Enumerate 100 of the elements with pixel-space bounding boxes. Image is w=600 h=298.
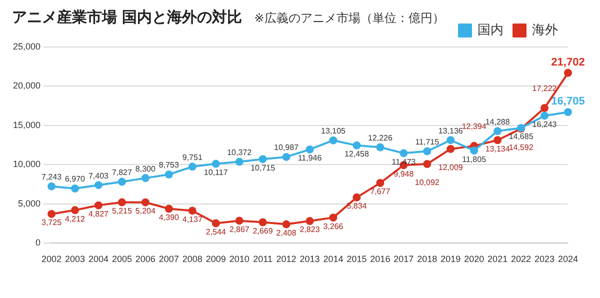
x-tick-label: 2008	[182, 254, 202, 264]
x-tick-label: 2022	[511, 254, 532, 264]
point	[212, 219, 220, 228]
chart-title: アニメ産業市場 国内と海外の対比	[12, 8, 242, 27]
point	[258, 155, 267, 164]
x-tick-label: 2016	[370, 254, 390, 264]
data-label: 11,805	[462, 154, 487, 164]
y-tick-label: 10,000	[12, 159, 41, 170]
data-label: 3,266	[323, 222, 344, 231]
x-tick-label: 2024	[558, 254, 578, 264]
point	[423, 147, 432, 156]
data-label: 8,300	[135, 164, 156, 174]
point	[141, 198, 150, 206]
point	[188, 162, 196, 171]
x-tick-label: 2007	[158, 254, 179, 264]
data-label: 10,117	[204, 168, 228, 178]
data-label: 4,827	[88, 210, 110, 219]
x-tick-label: 2021	[488, 254, 508, 264]
y-tick-label: 0	[36, 238, 41, 248]
data-label: 2,823	[300, 225, 320, 234]
point	[235, 158, 244, 166]
x-tick-label: 2003	[64, 254, 86, 264]
data-label: 12,226	[368, 133, 393, 142]
x-tick-label: 2012	[276, 254, 296, 264]
x-tick-label: 2013	[300, 254, 320, 264]
x-tick-label: 2023	[534, 254, 555, 264]
point	[118, 178, 126, 186]
point	[212, 160, 220, 168]
chart-subtitle: ※広義のアニメ市場（単位：億円）	[254, 10, 444, 27]
point	[564, 108, 572, 116]
x-tick-label: 2017	[394, 254, 414, 264]
point	[376, 178, 384, 187]
point	[48, 210, 56, 218]
data-label: 6,970	[64, 174, 86, 184]
data-label: 14,592	[508, 142, 534, 152]
data-label: 2,867	[229, 224, 250, 234]
point	[48, 182, 56, 190]
legend-label: 国内	[478, 22, 504, 38]
point	[188, 206, 196, 215]
data-label: 16,705	[551, 96, 585, 108]
point	[329, 214, 338, 222]
point	[118, 198, 126, 206]
data-label: 11,946	[298, 154, 322, 163]
data-label: 8,753	[158, 160, 180, 170]
point	[470, 146, 478, 155]
data-label: 17,222	[532, 84, 558, 94]
y-tick-label: 15,000	[12, 120, 41, 130]
point	[164, 170, 173, 179]
point	[494, 127, 502, 136]
data-label: 5,204	[135, 206, 156, 216]
data-label: 9,751	[182, 152, 203, 162]
x-tick-label: 2010	[229, 254, 250, 264]
data-label: 5,215	[112, 206, 133, 216]
data-label: 13,134	[485, 144, 510, 154]
data-label: 21,702	[551, 56, 585, 68]
point	[564, 68, 572, 77]
point	[423, 160, 432, 168]
x-tick-label: 2005	[112, 254, 132, 264]
point	[446, 144, 455, 153]
point	[352, 141, 361, 150]
data-label: 4,137	[182, 214, 203, 224]
x-tick-label: 2015	[346, 254, 367, 264]
data-label: 12,458	[344, 150, 370, 159]
point	[235, 216, 244, 225]
point	[446, 136, 455, 144]
point	[400, 149, 408, 158]
point	[306, 145, 314, 154]
data-label: 3,725	[42, 218, 62, 228]
data-label: 7,827	[112, 168, 133, 177]
data-label: 7,677	[370, 187, 391, 196]
x-tick-label: 2004	[88, 254, 108, 264]
data-label: 7,403	[88, 171, 110, 180]
point	[376, 143, 384, 152]
data-label: 2,669	[252, 226, 274, 236]
y-tick-label: 25,000	[12, 41, 41, 52]
point	[71, 206, 80, 214]
data-label: 2,544	[206, 227, 226, 236]
point	[352, 193, 361, 202]
legend-label: 海外	[532, 22, 558, 38]
data-label: 4,212	[64, 214, 86, 224]
point	[282, 220, 290, 228]
point	[258, 218, 267, 226]
data-label: 9,948	[394, 169, 414, 178]
data-label: 16,243	[532, 120, 558, 129]
x-tick-label: 2014	[323, 254, 344, 264]
point	[71, 184, 80, 192]
x-tick-label: 2002	[42, 254, 62, 264]
data-label: 12,394	[462, 122, 487, 132]
data-label: 11,715	[415, 137, 440, 146]
point	[494, 136, 502, 144]
point	[329, 136, 338, 144]
data-label: 10,092	[414, 178, 440, 188]
data-label: 10,987	[274, 143, 300, 152]
data-label: 4,390	[158, 212, 180, 222]
x-tick-label: 2020	[464, 254, 484, 264]
point	[540, 112, 549, 120]
point	[94, 181, 102, 190]
x-tick-label: 2019	[440, 254, 461, 264]
data-label: 14,288	[485, 117, 510, 126]
data-label: 13,136	[438, 126, 464, 136]
